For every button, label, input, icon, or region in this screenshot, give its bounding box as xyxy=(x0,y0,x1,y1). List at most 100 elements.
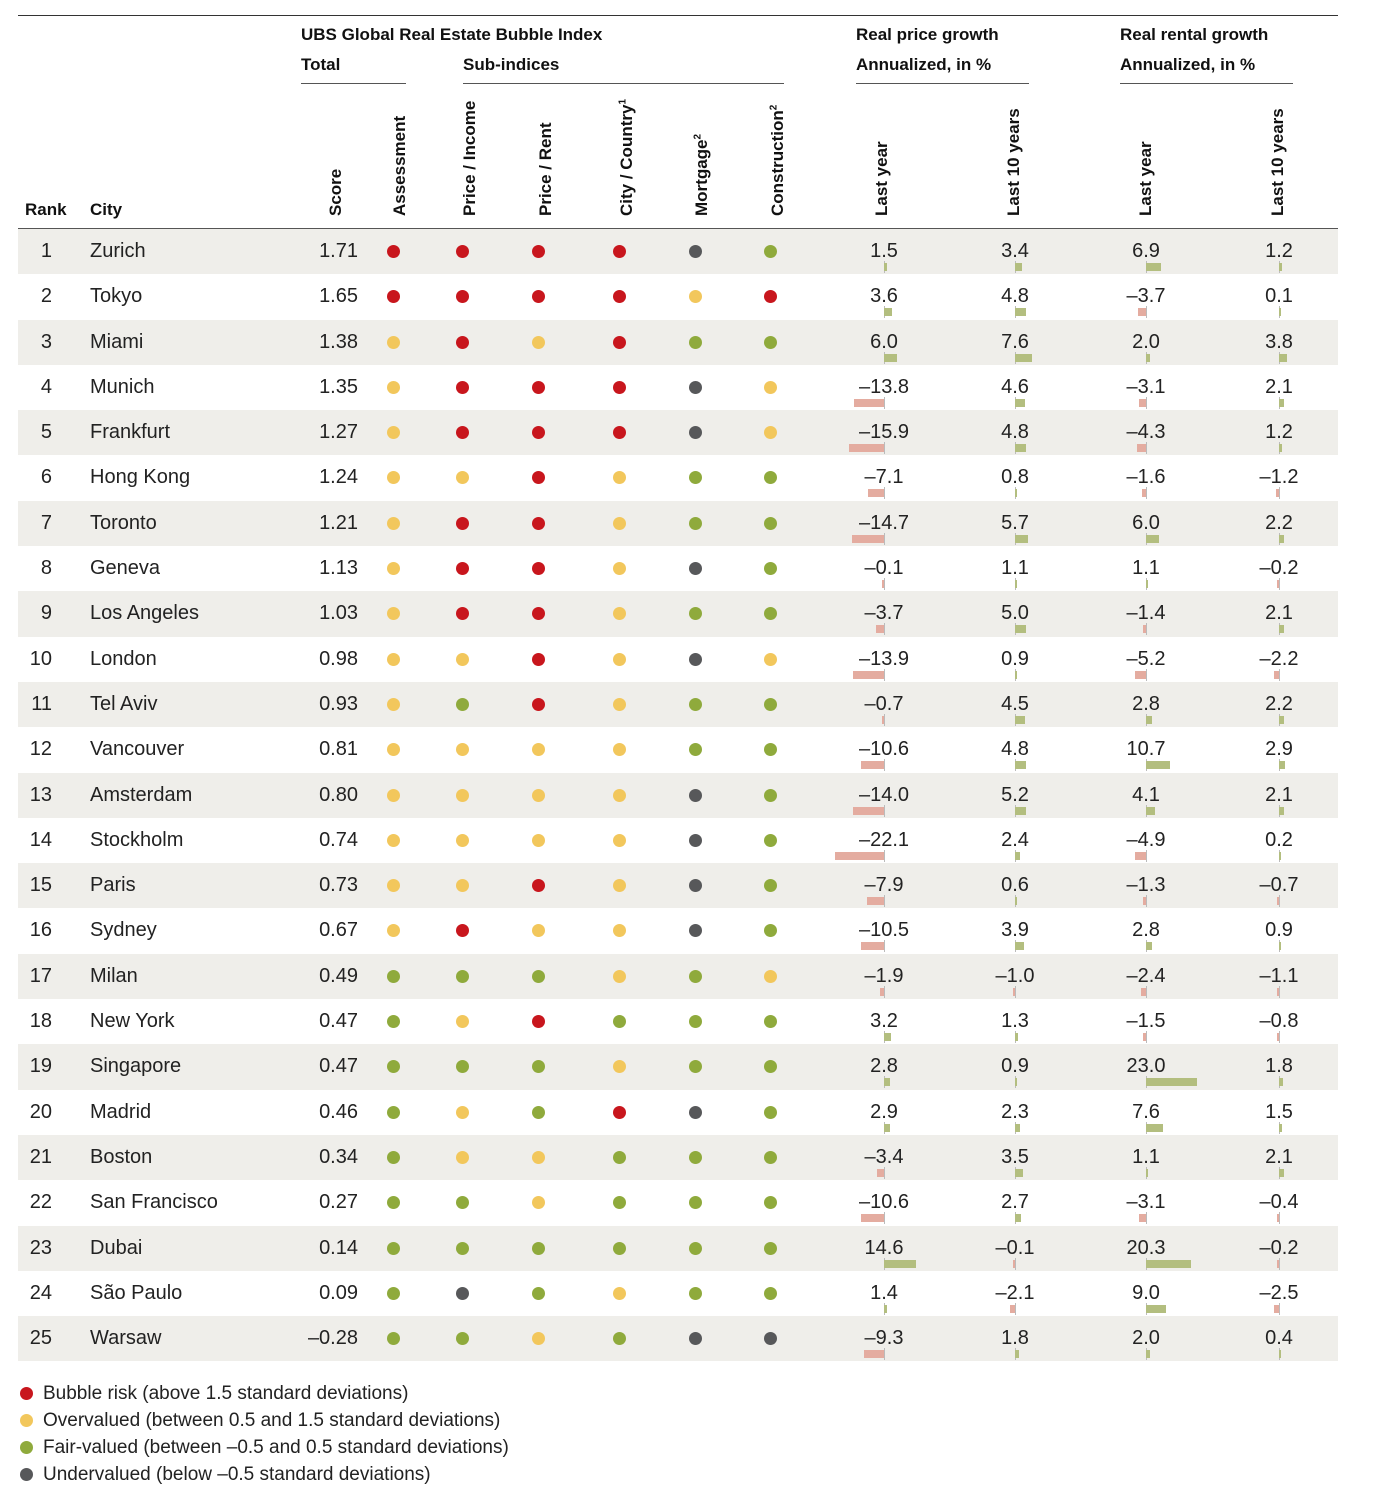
rent-10y-cell: 2.1 xyxy=(1265,375,1293,398)
price-10y-cell: 4.5 xyxy=(1001,692,1029,715)
rent-last-year-cell: 23.0 xyxy=(1126,1055,1166,1078)
city-cell: Los Angeles xyxy=(90,602,199,625)
price-last-year-cell: –7.9 xyxy=(864,874,904,897)
price-last-year-bar xyxy=(882,580,884,589)
rent-10y-bar xyxy=(1277,1259,1279,1268)
price-income-indicator-dot xyxy=(456,697,469,711)
price-10y-bar xyxy=(1015,761,1026,770)
table-row: 5 Frankfurt 1.27 –15.9 4.8 –4.3 1.2 xyxy=(18,410,1338,456)
rent-last-year-cell: 6.0 xyxy=(1132,511,1160,534)
rank-cell: 15 xyxy=(29,874,52,897)
rent-last-year-bar xyxy=(1146,806,1156,815)
rent-10y-bar xyxy=(1276,489,1279,498)
score-cell: 0.98 xyxy=(319,647,358,670)
rent-10y-cell: 3.8 xyxy=(1265,330,1293,353)
mortgage-indicator-dot xyxy=(689,380,702,394)
price-income-indicator-dot xyxy=(456,335,469,349)
construction-indicator-dot xyxy=(764,1105,777,1119)
rental-growth-subtitle: Annualized, in % xyxy=(1120,55,1256,74)
table-row: 17 Milan 0.49 –1.9 –1.0 –2.4 –1.1 xyxy=(18,953,1338,1000)
mortgage-indicator-dot xyxy=(689,1286,702,1300)
rent-last-year-cell: 6.9 xyxy=(1132,240,1160,262)
price-income-indicator-dot xyxy=(456,1105,469,1119)
rent-10y-cell: 1.8 xyxy=(1265,1055,1293,1078)
price-last-year-bar xyxy=(884,308,892,317)
rent-10y-bar xyxy=(1279,263,1282,271)
rent-10y-bar xyxy=(1279,534,1284,543)
price-10y-bar xyxy=(1015,308,1026,317)
price-10y-cell: 5.2 xyxy=(1001,783,1029,806)
mortgage-indicator-dot xyxy=(689,788,702,802)
price-10y-bar xyxy=(1015,625,1026,634)
construction-indicator-dot xyxy=(764,1332,777,1346)
rent-10y-cell: 0.4 xyxy=(1265,1327,1293,1350)
rent-10y-cell: 2.2 xyxy=(1265,692,1293,715)
price-income-indicator-dot xyxy=(456,1241,469,1255)
rent-10y-bar xyxy=(1279,1350,1281,1359)
construction-indicator-dot xyxy=(764,471,777,485)
rent-last-year-bar xyxy=(1142,489,1146,498)
assessment-indicator-dot xyxy=(387,697,400,711)
price-last-year-bar xyxy=(884,1078,891,1087)
price-income-indicator-dot xyxy=(456,562,469,576)
price-10y-cell: 0.9 xyxy=(1001,1055,1029,1078)
construction-indicator-dot xyxy=(764,788,777,802)
rent-last-year-cell: 7.6 xyxy=(1132,1100,1160,1123)
construction-indicator-dot xyxy=(764,562,777,576)
rent-10y-cell: –0.2 xyxy=(1259,1236,1299,1259)
rent-last-year-cell: 2.8 xyxy=(1132,692,1160,715)
assessment-indicator-dot xyxy=(387,471,400,485)
price-last-year-cell: –0.1 xyxy=(864,557,904,580)
price-10y-axis-tick xyxy=(1015,985,1016,998)
rent-last-year-bar xyxy=(1146,761,1170,770)
rank-cell: 6 xyxy=(40,466,52,489)
city-cell: Stockholm xyxy=(90,828,184,851)
rank-cell: 17 xyxy=(29,964,52,987)
price-last-year-axis-tick xyxy=(884,623,885,636)
price-10y-bar xyxy=(1015,942,1024,951)
assessment-indicator-dot xyxy=(387,1060,400,1074)
price-last-year-bar xyxy=(884,1123,891,1132)
score-cell: –0.28 xyxy=(307,1327,358,1350)
mortgage-indicator-dot xyxy=(689,697,702,711)
rank-cell: 24 xyxy=(29,1281,52,1304)
rent-last-year-bar xyxy=(1146,263,1162,271)
price-last-year-bar xyxy=(860,942,884,951)
score-cell: 1.27 xyxy=(319,421,358,444)
city-cell: Singapore xyxy=(90,1055,182,1078)
rent-last-year-cell: 20.3 xyxy=(1126,1236,1166,1259)
price-10y-bar xyxy=(1010,1304,1015,1313)
price-last-year-cell: –10.6 xyxy=(858,1191,910,1214)
rent-last-year-cell: 2.8 xyxy=(1132,919,1160,942)
mortgage-indicator-dot xyxy=(689,1241,702,1255)
rent-10y-cell: 2.1 xyxy=(1265,602,1293,625)
city-country-indicator-dot xyxy=(613,335,626,349)
price-last-year-axis-tick xyxy=(884,1166,885,1179)
table-row: 21 Boston 0.34 –3.4 3.5 1.1 2.1 xyxy=(18,1134,1338,1181)
rent-last-year-cell: –1.6 xyxy=(1126,466,1166,489)
rent-last-year-bar xyxy=(1146,1168,1149,1177)
rent-10y-axis-tick xyxy=(1279,487,1280,500)
price-last-year-axis-tick xyxy=(884,849,885,862)
rank-cell: 19 xyxy=(29,1055,52,1078)
construction-indicator-dot xyxy=(764,1060,777,1074)
rank-cell: 12 xyxy=(29,738,52,761)
assessment-indicator-dot xyxy=(387,1150,400,1164)
subindices-underline xyxy=(463,83,784,84)
assessment-indicator-dot xyxy=(387,426,400,440)
city-country-indicator-dot xyxy=(613,652,626,666)
rent-last-year-bar xyxy=(1146,1304,1166,1313)
legend-item: Undervalued (below –0.5 standard deviati… xyxy=(18,1461,509,1488)
rent-10y-cell: –0.2 xyxy=(1259,557,1299,580)
rent-last-year-bar xyxy=(1146,580,1149,589)
price-last-year-cell: –9.3 xyxy=(864,1327,904,1350)
price-income-indicator-dot xyxy=(456,516,469,530)
price-10y-bar xyxy=(1015,1033,1018,1042)
score-cell: 0.46 xyxy=(319,1100,358,1123)
price-10y-cell: 0.9 xyxy=(1001,647,1029,670)
rent-last-year-bar xyxy=(1143,897,1146,906)
rent-10y-cell: 2.1 xyxy=(1265,783,1293,806)
rent-10y-cell: –1.2 xyxy=(1259,466,1299,489)
mortgage-indicator-dot xyxy=(689,516,702,530)
overvalued-legend-dot xyxy=(20,1414,33,1427)
